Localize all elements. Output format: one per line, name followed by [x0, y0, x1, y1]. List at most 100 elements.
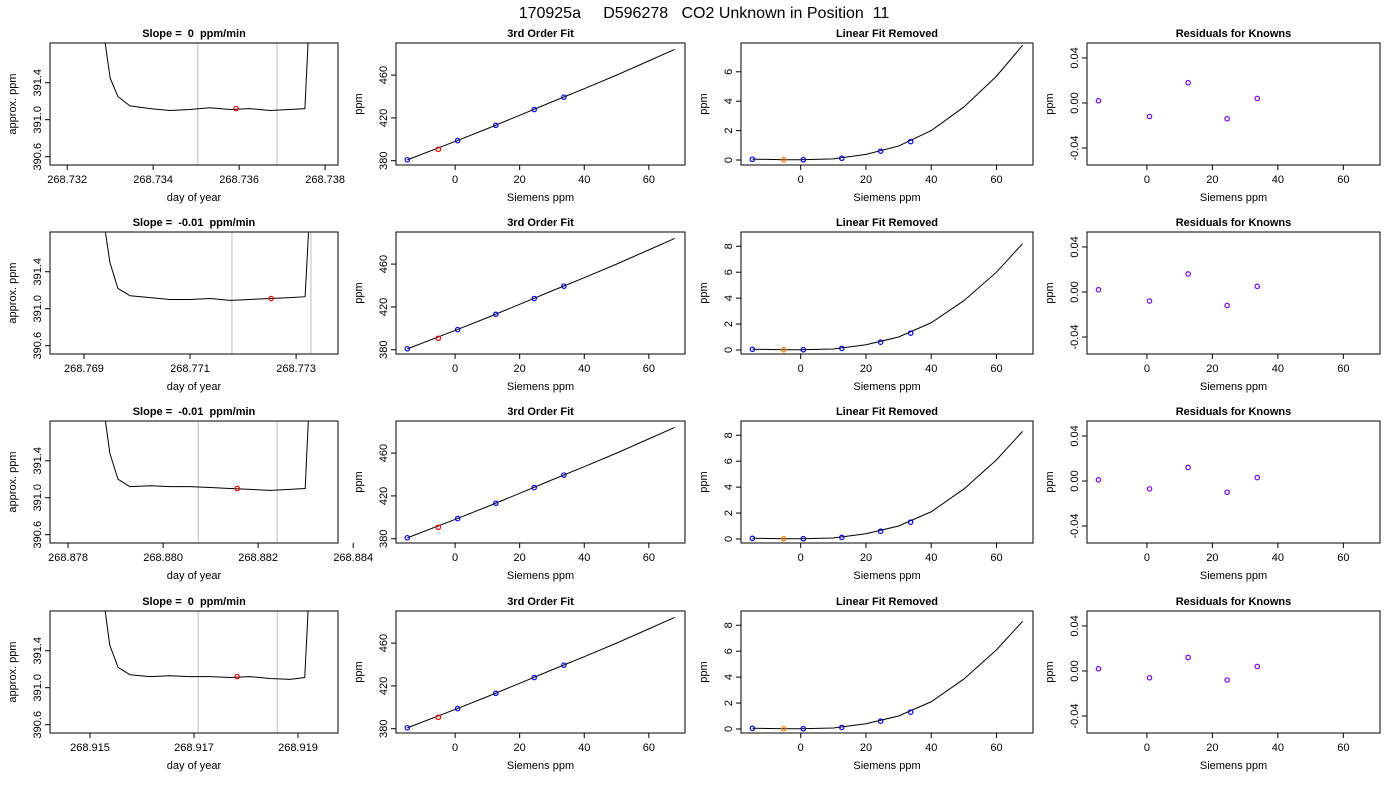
- x-tick-label: 20: [1206, 363, 1218, 375]
- data-point: [780, 535, 787, 542]
- x-tick-label: 20: [514, 174, 526, 186]
- y-axis-label: ppm: [353, 282, 365, 303]
- data-point: [435, 335, 442, 342]
- x-tick-label: 0: [1144, 363, 1150, 375]
- y-tick-label: -0.04: [1069, 135, 1081, 160]
- data-point: [233, 105, 239, 112]
- plot-frame: [49, 610, 339, 734]
- data-point: [907, 138, 914, 145]
- x-tick-label: 20: [860, 174, 872, 186]
- y-tick-label: 4: [723, 674, 735, 680]
- data-point: [404, 156, 411, 163]
- data-point: [780, 725, 787, 732]
- data-point: [561, 283, 567, 289]
- y-tick-label: 0: [723, 536, 735, 542]
- panel: Slope = -0.01 ppm/min day of year approx. …: [7, 406, 373, 582]
- data-point: [800, 725, 807, 732]
- x-tick-label: 40: [578, 552, 590, 564]
- data-point: [435, 146, 442, 153]
- data-point: [800, 535, 807, 542]
- y-tick-label: 0.04: [1069, 47, 1081, 68]
- x-tick-label: 268.880: [143, 552, 183, 564]
- y-axis-label: ppm: [353, 471, 365, 492]
- panel: Residuals for Knowns Siemens ppm ppm 0 20 40 6…: [1044, 596, 1381, 772]
- x-tick-label: 0: [1144, 174, 1150, 186]
- data-point: [907, 709, 914, 715]
- plot-frame: [740, 610, 1034, 734]
- x-tick-label: 268.734: [133, 174, 173, 186]
- x-tick-label: 268.736: [219, 174, 259, 186]
- x-tick-label: 20: [860, 363, 872, 375]
- x-tick-label: 40: [1272, 742, 1284, 754]
- fit-line: [407, 48, 675, 161]
- panel: Residuals for Knowns Siemens ppm ppm 0 20 40 6…: [1044, 406, 1381, 582]
- plot-area: [1095, 464, 1261, 496]
- y-axis-label: approx. ppm: [7, 451, 19, 512]
- x-tick-label: 60: [1337, 363, 1349, 375]
- y-tick-label: 0.04: [1069, 425, 1081, 446]
- data-point: [1095, 97, 1102, 104]
- data-point: [454, 326, 461, 333]
- plot-frame: [1086, 420, 1381, 544]
- plot-area: [404, 237, 675, 352]
- data-point: [492, 500, 499, 507]
- y-tick-label: 420: [378, 677, 390, 695]
- panel-title: Linear Fit Removed: [836, 28, 938, 40]
- data-point: [839, 155, 845, 162]
- x-tick-label: 60: [990, 552, 1002, 564]
- data-point: [435, 524, 442, 531]
- x-tick-label: 0: [452, 363, 458, 375]
- y-tick-label: 4: [723, 484, 735, 490]
- data-point: [268, 295, 274, 302]
- x-tick-label: 268.773: [276, 363, 316, 375]
- data-point: [1146, 113, 1153, 120]
- y-tick-label: 0.00: [1069, 281, 1081, 302]
- panel-title: Residuals for Knowns: [1176, 406, 1292, 418]
- panel-title: 3rd Order Fit: [507, 28, 574, 40]
- y-tick-label: 391.4: [32, 637, 44, 665]
- plot-frame: [1086, 42, 1381, 166]
- y-axis-label: approx. ppm: [7, 73, 19, 134]
- x-tick-label: 268.915: [70, 742, 110, 754]
- data-point: [561, 662, 567, 668]
- x-axis-label: Siemens ppm: [507, 192, 574, 204]
- x-axis-label: Siemens ppm: [853, 381, 920, 393]
- panel-title: 3rd Order Fit: [507, 596, 574, 608]
- y-tick-label: 420: [378, 109, 390, 127]
- plot-area: [749, 621, 1023, 732]
- y-tick-label: 6: [723, 69, 735, 75]
- data-point: [1224, 489, 1230, 496]
- panel: Linear Fit Removed Siemens ppm ppm 0 20 40 60 0…: [698, 406, 1034, 582]
- data-point: [492, 122, 499, 129]
- x-axis-label: Siemens ppm: [853, 760, 920, 772]
- panel: 3rd Order Fit Siemens ppm ppm 0 20 40 60 380 420…: [353, 217, 686, 393]
- panel: Slope = 0 ppm/min day of year approx. ppm 2…: [7, 596, 339, 772]
- plot-frame: [740, 42, 1034, 166]
- y-tick-label: 0.00: [1069, 470, 1081, 491]
- panel: Slope = -0.01 ppm/min day of year approx. …: [7, 217, 339, 393]
- data-point: [404, 534, 411, 541]
- y-axis-label: ppm: [353, 93, 365, 114]
- y-axis-label: ppm: [353, 661, 365, 682]
- data-point: [749, 535, 756, 542]
- data-point: [531, 674, 538, 681]
- x-axis-label: Siemens ppm: [1200, 570, 1267, 582]
- y-tick-label: 380: [378, 720, 390, 738]
- data-point: [839, 534, 845, 541]
- plot-area: [749, 431, 1023, 542]
- y-axis-label: ppm: [1044, 661, 1056, 682]
- plot-area: [104, 611, 309, 733]
- x-tick-label: 40: [578, 174, 590, 186]
- x-axis-label: day of year: [167, 570, 222, 582]
- data-point: [454, 137, 461, 144]
- x-tick-label: 0: [1144, 552, 1150, 564]
- y-tick-label: 391.0: [32, 106, 44, 134]
- x-tick-label: 20: [1206, 174, 1218, 186]
- x-tick-label: 40: [925, 742, 937, 754]
- x-tick-label: 0: [798, 742, 804, 754]
- x-tick-label: 60: [643, 552, 655, 564]
- plot-area: [404, 48, 675, 163]
- data-point: [1254, 663, 1261, 670]
- y-tick-label: 391.0: [32, 484, 44, 512]
- plot-frame: [49, 42, 339, 166]
